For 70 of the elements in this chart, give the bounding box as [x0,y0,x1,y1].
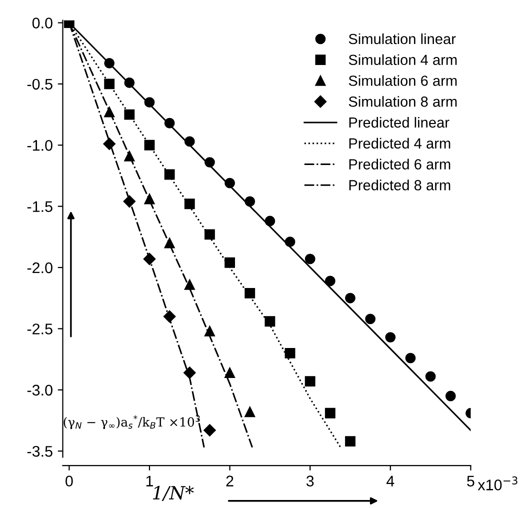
point [164,118,175,128]
point [284,348,296,358]
point [64,20,74,28]
point [224,178,235,188]
x-tick-label: 5 [467,476,474,486]
legend-label: Simulation 8 arm [348,96,457,107]
point [104,58,115,68]
point [204,229,215,240]
point [445,390,456,402]
y-tick-label: -2.5 [27,324,52,334]
x-axis-title: 1/N* [152,486,194,501]
point [124,78,135,88]
point [144,97,155,108]
point [144,140,155,150]
y-tick-label: -2.0 [27,262,52,274]
y-tick-label: -3.5 [27,446,52,457]
point [204,424,216,436]
point [164,238,175,248]
point [184,366,196,379]
point [224,257,235,268]
point [184,279,195,290]
point [123,195,136,208]
point [244,288,256,298]
point [184,136,195,147]
point [124,150,135,162]
point [324,276,336,286]
y-tick-label: -0.5 [27,78,52,90]
x-tick-label: 4 [386,476,394,486]
point [184,198,195,210]
point [284,236,296,248]
point [103,138,116,150]
point [324,408,336,418]
point [104,78,115,90]
point [143,252,156,266]
x-tick-label: 3 [306,476,314,486]
point [244,406,256,418]
point [405,352,416,364]
point [365,314,376,324]
point [385,332,396,342]
y-tick-label: 0.0 [32,18,52,28]
legend-label: Predicted 4 arm [349,138,450,149]
y-tick-label: -1.0 [27,140,52,151]
point [304,254,316,264]
legend-label: Predicted 6 arm [349,158,450,170]
point [124,109,135,120]
point [104,106,115,118]
point [264,216,276,226]
point [304,376,316,387]
point [264,316,276,327]
point [163,310,176,323]
text: x10$^{−3}$ [478,476,518,490]
point [425,371,436,382]
y-tick-label: -3.0 [27,384,52,396]
legend-label: Predicted 8 arm [349,180,450,190]
legend-label: Predicted linear [349,116,450,128]
y-tick-label: -1.5 [27,201,52,212]
x-tick-label: 2 [226,476,234,486]
legend-label: Simulation 6 arm [348,75,457,86]
point [204,326,215,336]
x-tick-label: 1 [146,476,153,486]
legend-label: Simulation linear [348,33,456,44]
point [164,169,175,180]
point [224,368,235,378]
point [345,436,356,446]
x-tick-label: 0 [66,476,73,486]
legend-label: Simulation 4 arm [348,54,457,66]
point [345,292,356,304]
point [244,196,256,207]
point [204,157,215,168]
point [144,194,155,204]
